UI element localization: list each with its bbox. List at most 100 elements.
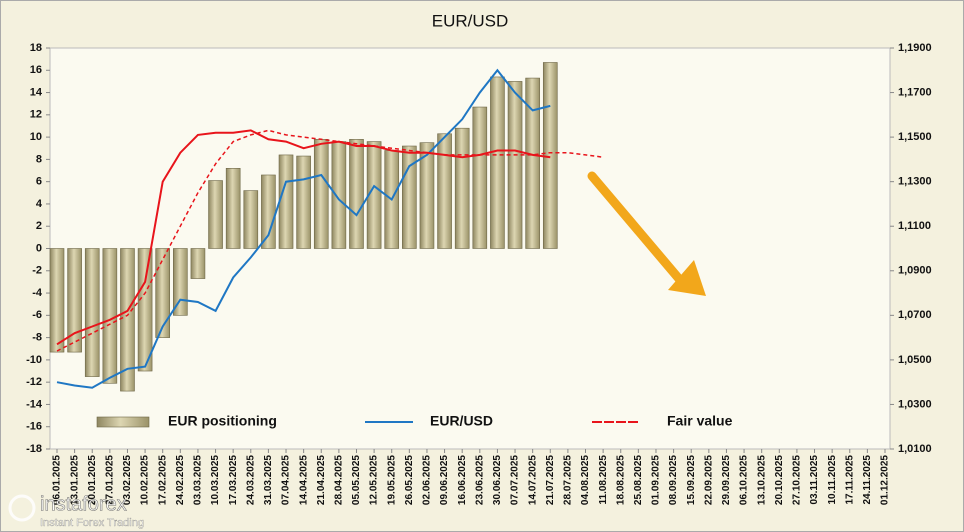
legend-swatch	[96, 416, 150, 428]
x-tick-label: 04.08.2025	[580, 455, 591, 505]
watermark: instaforex Instant Forex Trading	[8, 493, 144, 529]
x-tick-label: 24.03.2025	[245, 455, 256, 505]
bar	[490, 76, 505, 249]
x-tick-label: 27.10.2025	[792, 455, 803, 505]
x-tick-label: 08.09.2025	[668, 455, 679, 505]
x-tick-label: 24.02.2025	[175, 455, 186, 505]
x-tick-label: 31.03.2025	[263, 455, 274, 505]
bar	[278, 154, 294, 249]
y2-tick-label: 1,1900	[898, 42, 932, 54]
bar	[102, 248, 118, 384]
legend-label: EUR/USD	[430, 413, 493, 429]
watermark-logo	[8, 494, 36, 522]
legend-label: EUR positioning	[168, 413, 277, 429]
x-tick-label: 01.09.2025	[651, 455, 662, 505]
x-tick-label: 17.03.2025	[228, 455, 239, 505]
x-tick-label: 14.07.2025	[527, 455, 538, 505]
y-tick-label: -6	[32, 309, 42, 321]
chart-title: EUR/USD	[432, 11, 509, 30]
bar	[49, 248, 65, 353]
y-tick-label: 16	[30, 64, 42, 76]
y-tick-label: -2	[32, 265, 42, 277]
bar	[84, 248, 100, 377]
y2-tick-label: 1,0700	[898, 309, 932, 321]
x-tick-label: 29.09.2025	[721, 455, 732, 505]
bar	[454, 127, 470, 249]
y2-tick-label: 1,0300	[898, 398, 932, 410]
x-tick-label: 09.06.2025	[439, 455, 450, 505]
x-tick-label: 14.04.2025	[298, 455, 309, 505]
y-tick-label: 12	[30, 109, 42, 121]
bar	[67, 248, 82, 353]
x-tick-label: 15.09.2025	[686, 455, 697, 505]
y-tick-label: 14	[30, 86, 43, 98]
y2-tick-label: 1,0500	[898, 354, 932, 366]
x-tick-label: 03.11.2025	[809, 455, 820, 505]
bar	[243, 190, 259, 249]
x-tick-label: 05.05.2025	[351, 455, 362, 505]
bar	[507, 81, 523, 249]
bar	[472, 106, 488, 249]
x-tick-label: 21.07.2025	[545, 455, 556, 505]
bar	[155, 248, 171, 338]
x-tick-label: 12.05.2025	[369, 455, 380, 505]
x-tick-label: 03.02.2025	[122, 455, 133, 505]
x-tick-label: 06.10.2025	[739, 455, 750, 505]
x-tick-label: 19.05.2025	[386, 455, 397, 505]
x-tick-label: 13.10.2025	[756, 455, 767, 505]
x-tick-label: 24.11.2025	[862, 455, 873, 505]
bar	[542, 62, 558, 249]
x-tick-label: 17.11.2025	[844, 455, 855, 505]
watermark-tagline: Instant Forex Trading	[40, 517, 144, 529]
bar	[349, 139, 364, 249]
legend-label: Fair value	[667, 413, 733, 429]
y-tick-label: -4	[32, 287, 43, 299]
bar	[419, 142, 435, 249]
bar	[525, 77, 540, 249]
bar	[120, 248, 135, 392]
y-tick-label: -18	[26, 443, 42, 455]
x-tick-label: 10.11.2025	[827, 455, 838, 505]
y-tick-label: -14	[26, 398, 43, 410]
x-tick-label: 07.04.2025	[281, 455, 292, 505]
bar	[331, 141, 347, 249]
x-tick-label: 11.08.2025	[598, 455, 609, 505]
line	[56, 129, 551, 346]
x-tick-label: 28.04.2025	[334, 455, 345, 505]
y2-tick-label: 1,0100	[898, 443, 932, 455]
x-tick-label: 03.03.2025	[193, 455, 204, 505]
y-tick-label: 6	[36, 176, 42, 188]
x-tick-label: 17.02.2025	[157, 455, 168, 505]
x-tick-label: 06.01.2025	[52, 455, 63, 505]
x-tick-label: 18.08.2025	[615, 455, 626, 505]
trend-arrow-head	[668, 260, 706, 296]
x-tick-label: 07.07.2025	[510, 455, 521, 505]
y-tick-label: 10	[30, 131, 42, 143]
y-tick-label: 2	[36, 220, 42, 232]
x-tick-label: 13.01.2025	[69, 455, 80, 505]
bar	[402, 145, 417, 249]
y-tick-label: -10	[26, 354, 42, 366]
x-tick-label: 16.06.2025	[457, 455, 468, 505]
bar	[225, 168, 241, 249]
watermark-brand: instaforex	[40, 493, 127, 515]
y-tick-label: 0	[36, 242, 42, 254]
y-tick-label: 8	[36, 153, 42, 165]
y2-tick-label: 1,1500	[898, 131, 932, 143]
bar	[296, 155, 311, 249]
x-tick-label: 20.10.2025	[774, 455, 785, 505]
bar	[437, 133, 452, 249]
line	[56, 68, 551, 389]
y2-tick-label: 1,1700	[898, 86, 932, 98]
x-tick-label: 23.06.2025	[474, 455, 485, 505]
y-tick-label: -12	[26, 376, 42, 388]
y-tick-label: 4	[36, 198, 43, 210]
x-tick-label: 27.01.2025	[104, 455, 115, 505]
x-tick-label: 21.04.2025	[316, 455, 327, 505]
x-tick-label: 25.08.2025	[633, 455, 644, 505]
line-dashed	[56, 129, 604, 352]
x-tick-label: 22.09.2025	[703, 455, 714, 505]
y2-tick-label: 1,1300	[898, 176, 932, 188]
y-tick-label: -16	[26, 421, 42, 433]
